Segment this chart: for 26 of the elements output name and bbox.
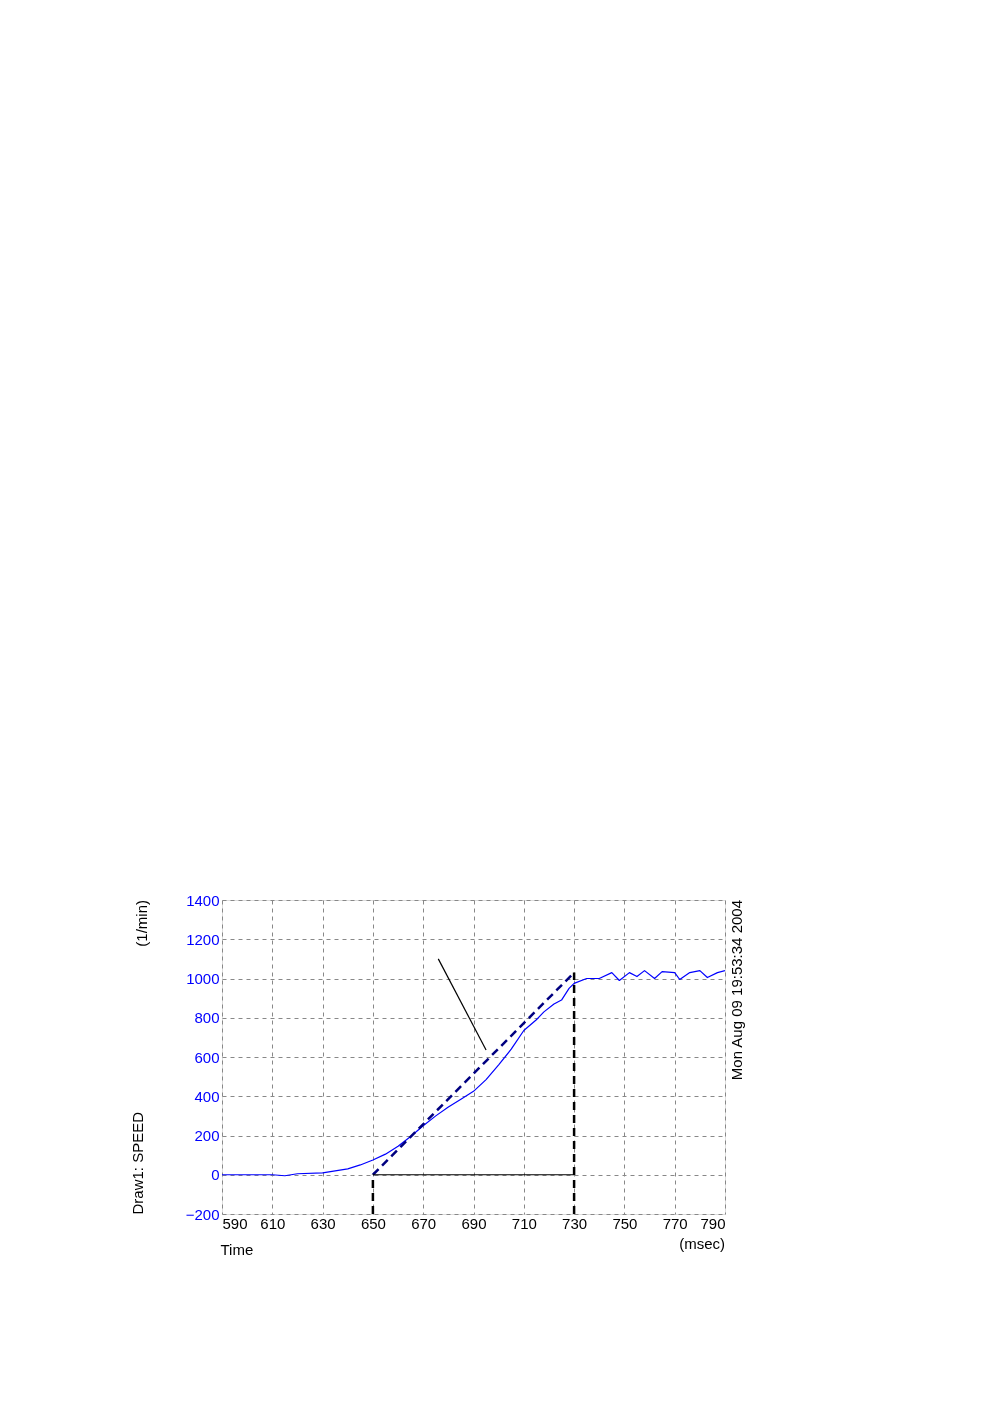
y-tick-label: 400 — [194, 1087, 220, 1105]
y-tick-label: 200 — [194, 1127, 220, 1144]
y-tick-label: −200 — [185, 1205, 220, 1223]
y-axis-title: Draw1: SPEED — [128, 1111, 146, 1215]
y-tick-label: 600 — [194, 1048, 220, 1066]
x-tick-label: 790 — [700, 1214, 726, 1232]
y-tick-label: 1000 — [186, 970, 220, 987]
y-tick-label: 1400 — [186, 891, 220, 909]
x-tick-label: 690 — [461, 1214, 487, 1232]
x-tick-label: 650 — [360, 1214, 386, 1232]
y-tick-label: 0 — [211, 1166, 220, 1184]
x-tick-label: 770 — [662, 1214, 688, 1232]
text: Mon Aug 09 19:53:34 2004 — [728, 900, 745, 1081]
line-series — [222, 970, 725, 1177]
text: (1/min) — [133, 900, 150, 947]
y-tick-label: 800 — [194, 1009, 220, 1027]
text: (msec) — [679, 1235, 725, 1252]
x-tick-label: 710 — [511, 1214, 537, 1232]
x-axis-title: Time — [220, 1240, 254, 1258]
x-tick-label: 670 — [411, 1214, 437, 1232]
x-tick-label: 730 — [562, 1214, 588, 1232]
x-tick-label: 630 — [310, 1214, 336, 1232]
x-tick-label: 590 — [222, 1214, 248, 1232]
x-tick-label: 750 — [612, 1214, 638, 1232]
y-tick-label: 1200 — [186, 930, 220, 948]
x-tick-label: 610 — [260, 1214, 286, 1232]
